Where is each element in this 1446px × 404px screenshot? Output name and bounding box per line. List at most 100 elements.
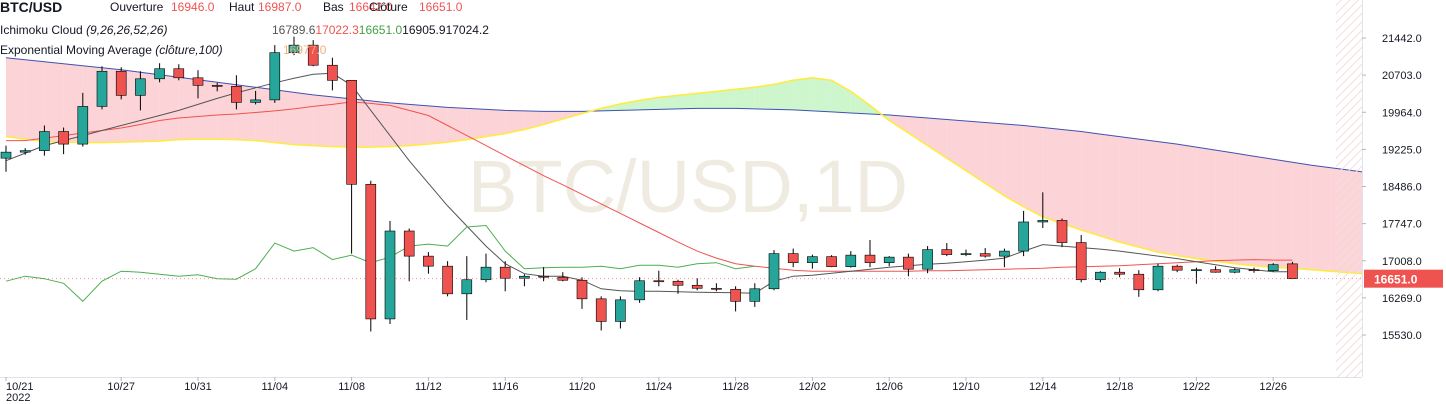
ichimoku-conversion-value: 16789.6 — [272, 23, 316, 37]
candle-body — [749, 288, 761, 302]
cloud-segment — [1273, 159, 1293, 269]
candle-body — [1267, 264, 1279, 271]
last-price-badge — [1364, 269, 1443, 288]
candle-body — [1229, 269, 1241, 273]
cloud-segment — [428, 105, 448, 145]
candle — [634, 277, 645, 303]
time-year-label: 2022 — [6, 392, 30, 404]
candle-body — [1210, 269, 1221, 273]
ema-legend[interactable]: Exponential Moving Average (clôture,100) — [0, 43, 223, 57]
candle — [1133, 270, 1145, 297]
cloud-segment — [889, 114, 909, 134]
candle — [269, 45, 281, 103]
candle — [1191, 267, 1202, 284]
candle-body — [0, 151, 12, 159]
time-tick-label: 12/14 — [1029, 381, 1057, 393]
candle — [519, 274, 530, 287]
candle-body — [19, 150, 31, 153]
candle — [1248, 267, 1260, 273]
ohlc-low-label: Bas — [323, 0, 344, 14]
candle — [807, 254, 818, 269]
candle-body — [461, 279, 473, 295]
watermark-text: BTC/USD,1D — [468, 145, 908, 228]
candle — [384, 220, 396, 324]
candle-body — [864, 254, 876, 263]
price-tick-label: 16269.0 — [1382, 293, 1422, 305]
ohlc-high-value: 16987.0 — [258, 0, 302, 14]
cloud-segment — [543, 111, 563, 125]
time-tick-label: 12/10 — [952, 381, 980, 393]
leading-span-a-line — [5, 77, 1408, 277]
candle-body — [768, 253, 780, 290]
ticker-symbol[interactable]: BTC/USD — [0, 0, 63, 15]
candle-body — [1152, 265, 1164, 291]
time-tick-label: 11/04 — [261, 381, 288, 393]
candle-body — [115, 70, 127, 96]
candle-body — [1018, 221, 1029, 252]
candle-body — [135, 78, 146, 96]
candle-body — [1095, 271, 1106, 281]
cloud-segment — [370, 100, 390, 148]
cloud-segment — [1062, 129, 1082, 231]
cloud-segment — [409, 104, 429, 146]
cloud-segment — [274, 89, 294, 145]
candle — [1267, 263, 1279, 272]
candle-body — [883, 256, 895, 263]
ohlc-open-label: Ouverture — [110, 0, 164, 14]
candle-body — [691, 284, 703, 289]
candle-body — [1287, 263, 1298, 279]
ichimoku-base-value: 17022.3 — [315, 23, 359, 37]
time-tick-label: 11/16 — [492, 381, 519, 393]
candle-body — [327, 64, 338, 81]
time-tick-label: 12/02 — [799, 381, 827, 393]
candle — [77, 92, 89, 147]
price-tick-label: 18486.0 — [1382, 182, 1422, 194]
candle — [864, 240, 876, 268]
candle-body — [711, 287, 722, 290]
candle — [231, 75, 242, 110]
candle — [538, 267, 549, 282]
candle — [288, 36, 300, 56]
candle-body — [442, 265, 453, 295]
candle — [730, 286, 741, 312]
candle — [691, 278, 703, 291]
time-tick-label: 10/27 — [107, 381, 135, 393]
cloud-segment — [1234, 153, 1254, 266]
cloud-segment — [639, 97, 659, 110]
candle-body — [672, 280, 684, 286]
cloud-segment — [1311, 165, 1331, 272]
ohlc-close-label: Clôture — [369, 0, 408, 14]
price-axis-bg — [1362, 0, 1446, 404]
candle — [922, 246, 933, 274]
candle — [173, 64, 185, 81]
candle-body — [960, 253, 972, 255]
cloud-segment — [620, 100, 640, 111]
candle-body — [1133, 273, 1145, 291]
time-tick-label: 11/12 — [415, 381, 442, 393]
candle — [999, 248, 1010, 268]
candle — [826, 255, 837, 268]
cloud-segment — [850, 91, 870, 114]
time-tick-label: 12/22 — [1183, 381, 1211, 393]
candle — [1018, 210, 1029, 257]
candle-body — [211, 85, 223, 87]
candle-body — [288, 44, 300, 53]
candle — [403, 228, 415, 282]
candle — [979, 248, 991, 258]
ichimoku-legend[interactable]: Ichimoku Cloud (9,26,26,52,26) — [0, 23, 167, 37]
candle — [115, 67, 127, 100]
candle-body — [653, 280, 665, 283]
cloud-segment — [524, 110, 544, 130]
cloud-segment — [505, 110, 525, 134]
candle — [1152, 263, 1164, 292]
candle-body — [307, 44, 319, 66]
candle — [595, 296, 607, 331]
candle-body — [1171, 265, 1183, 271]
candle — [211, 82, 223, 92]
candle-body — [250, 99, 261, 103]
price-tick-label: 21442.0 — [1382, 33, 1422, 45]
cloud-segment — [1292, 162, 1312, 270]
candle-body — [941, 249, 953, 255]
